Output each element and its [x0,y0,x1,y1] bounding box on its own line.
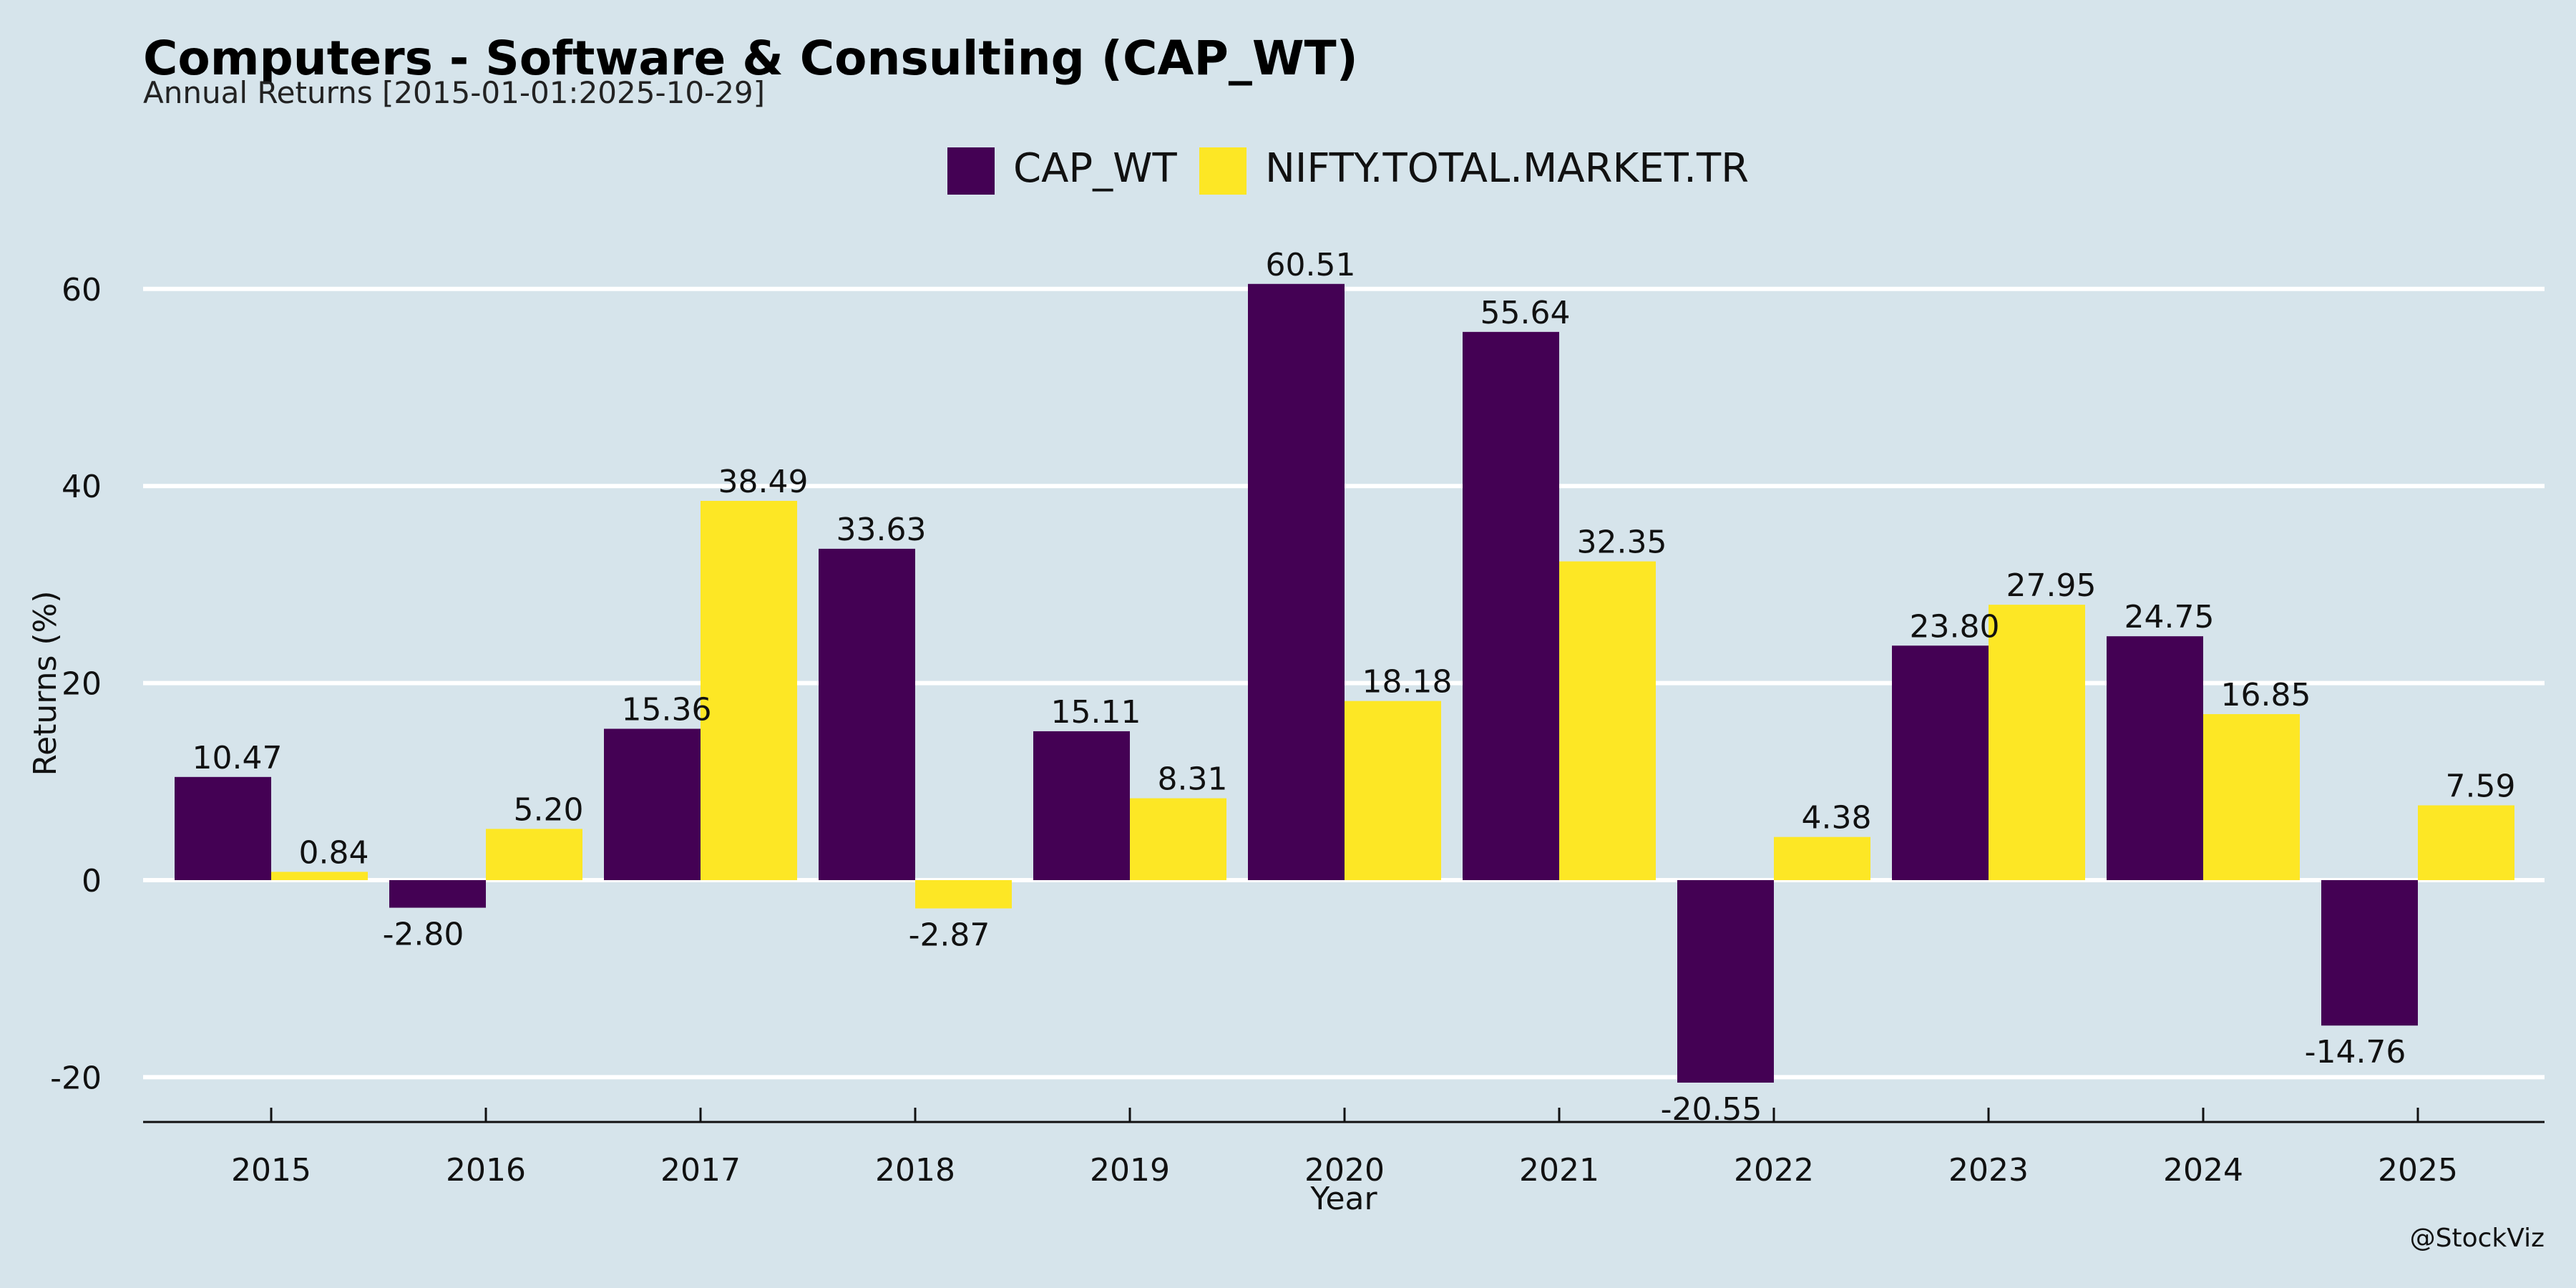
bar-value-label: 60.51 [1266,247,1356,283]
x-tick-label: 2023 [1948,1152,2029,1189]
bar-value-label: -14.76 [2305,1034,2406,1070]
y-tick-label: 60 [62,272,102,308]
legend: CAP_WT NIFTY.TOTAL.MARKET.TR [947,145,1749,195]
bar-nifty-total-market [701,500,797,880]
bar-value-label: 15.11 [1051,694,1141,731]
bar-nifty-total-market [1989,605,2085,880]
legend-label: NIFTY.TOTAL.MARKET.TR [1265,145,1749,192]
y-axis-title: Returns (%) [27,590,64,776]
bar-cap-wt [389,880,486,908]
x-tick-label: 2015 [231,1152,311,1189]
legend-swatch [947,147,995,195]
bar-value-label: 38.49 [718,464,809,500]
bar-nifty-total-market [2418,805,2514,880]
chart-title: Computers - Software & Consulting (CAP_W… [143,31,1358,86]
bar-value-label: 0.84 [299,834,369,871]
bar-value-label: -2.87 [909,917,990,954]
bar-labels: 10.47 0.84 -2.80 5.20 15.36 38.49 33.63 -2.87 15… [192,247,2516,1128]
bar-nifty-total-market [271,872,368,880]
bar-value-label: 4.38 [1802,800,1872,836]
x-tick-label: 2021 [1519,1152,1599,1189]
x-axis: 2015 2016 2017 2018 2019 2020 2021 2022 2023 2024… [143,1108,2545,1189]
y-tick-label: 40 [62,469,102,505]
watermark: @StockViz [2410,1224,2545,1253]
bar-cap-wt [1033,731,1130,880]
bar-cap-wt [1677,880,1774,1083]
x-tick-label: 2016 [446,1152,526,1189]
bar-value-label: 55.64 [1480,295,1571,331]
x-axis-title: Year [1309,1181,1377,1217]
bar-cap-wt [1892,645,1989,880]
bar-value-label: 18.18 [1362,664,1453,701]
bar-nifty-total-market [2203,713,2300,880]
bar-value-label: 27.95 [2006,567,2097,604]
legend-label: CAP_WT [1013,145,1178,192]
bar-cap-wt [819,548,915,880]
x-tick-label: 2025 [2378,1152,2458,1189]
x-tick-label: 2024 [2163,1152,2243,1189]
bar-value-label: 10.47 [192,740,283,776]
bar-cap-wt [2321,880,2418,1026]
y-tick-label: -20 [50,1060,102,1096]
bar-value-label: -2.80 [383,917,464,953]
y-tick-label: 0 [82,863,102,899]
bar-nifty-total-market [486,829,582,880]
bar-value-label: 8.31 [1158,761,1228,798]
x-tick-label: 2020 [1304,1152,1385,1189]
bar-value-label: 32.35 [1577,525,1667,561]
bar-value-label: 16.85 [2221,677,2311,713]
bar-cap-wt [175,776,271,880]
y-tick-label: 20 [62,666,102,703]
bar-nifty-total-market [1130,798,1226,880]
bar-nifty-total-market [1345,701,1441,880]
x-tick-label: 2022 [1734,1152,1814,1189]
bar-cap-wt [1463,331,1559,881]
bar-value-label: 23.80 [1910,608,2000,645]
bar-value-label: 33.63 [836,512,927,548]
bars [175,283,2514,1083]
bar-cap-wt [2107,636,2203,880]
chart-subtitle: Annual Returns [2015-01-01:2025-10-29] [143,75,765,110]
x-tick-label: 2018 [875,1152,955,1189]
bar-value-label: 7.59 [2446,768,2516,804]
bar-value-label: 24.75 [2124,599,2215,635]
bar-nifty-total-market [1774,836,1870,880]
x-tick-label: 2019 [1090,1152,1170,1189]
bar-nifty-total-market [1559,561,1656,880]
bar-nifty-total-market [915,880,1012,909]
y-axis: -20 0 20 40 60 [50,272,102,1097]
bar-cap-wt [604,728,701,880]
x-tick-label: 2017 [660,1152,741,1189]
bar-cap-wt [1248,283,1345,880]
bar-value-label: 5.20 [514,791,584,828]
bar-value-label: 15.36 [622,691,712,728]
legend-swatch [1199,147,1246,195]
